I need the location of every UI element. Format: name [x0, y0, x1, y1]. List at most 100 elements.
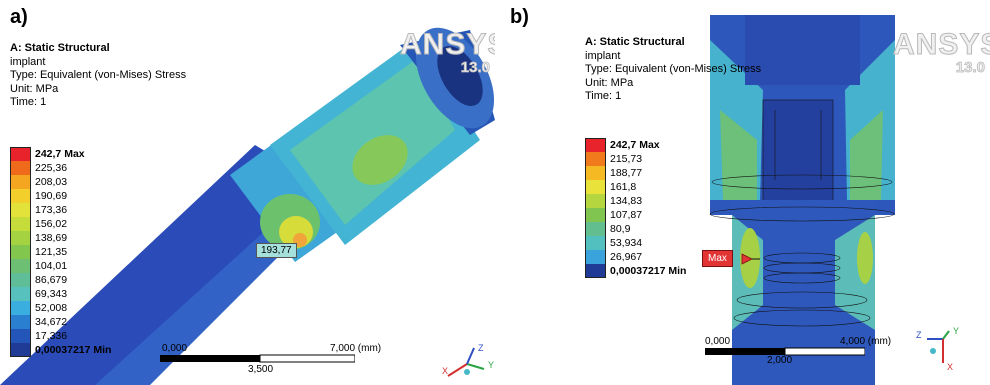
result-unit: Unit: MPa — [10, 82, 59, 95]
logo-version: 13.0 — [955, 59, 985, 76]
legend-swatch — [10, 245, 31, 259]
result-type: Type: Equivalent (von-Mises) Stress — [585, 63, 762, 75]
panel-b: b) A: Static Structural implant Type: Eq… — [495, 0, 990, 385]
panel-a: a) A: Static Structural implant Type: Eq… — [0, 0, 496, 385]
legend-value: 225,36 — [35, 162, 68, 174]
legend-row: 0,00037217 Min — [585, 264, 686, 278]
legend-value: 104,01 — [35, 260, 68, 272]
result-time: Time: 1 — [10, 96, 47, 108]
ansys-logo: ANSYS 13.0 — [893, 28, 990, 76]
legend-value: 138,69 — [35, 232, 68, 244]
legend-swatch — [585, 152, 606, 166]
legend-value: 121,35 — [35, 246, 68, 258]
legend-row: 53,934 — [585, 236, 642, 250]
legend-value: 17,336 — [35, 330, 68, 342]
implant-model-view-a[interactable] — [0, 0, 495, 385]
legend-row: 134,83 — [585, 194, 642, 208]
axis-triad[interactable] — [440, 342, 495, 382]
legend-row: 225,36 — [10, 161, 67, 175]
legend-row: 121,35 — [10, 245, 67, 259]
legend-swatch — [10, 217, 31, 231]
legend-value: 34,672 — [35, 316, 68, 328]
result-header: A: Static Structural implant Type: Equiv… — [585, 36, 761, 104]
scale-bar — [705, 347, 865, 356]
legend-swatch — [10, 161, 31, 175]
legend-value: 80,9 — [610, 223, 631, 235]
legend-row: 242,7 Max — [585, 138, 660, 152]
legend-value: 161,8 — [610, 181, 637, 193]
left-green-region — [720, 110, 757, 200]
scale-start-label: 0,000 — [162, 343, 188, 354]
legend-row: 107,87 — [585, 208, 642, 222]
legend-row: 190,69 — [10, 189, 67, 203]
implant-model-view-b[interactable] — [495, 0, 990, 385]
max-marker-arrow — [741, 253, 760, 265]
legend-row: 188,77 — [585, 166, 642, 180]
result-type: Type: Equivalent (von-Mises) Stress — [10, 69, 187, 81]
triad-z-label: Z — [916, 330, 922, 340]
scale-start-label: 0,000 — [705, 336, 731, 347]
result-time: Time: 1 — [585, 90, 622, 102]
right-green-region — [850, 110, 883, 200]
legend-swatch — [585, 250, 606, 264]
scale-ruler: 0,000 7,000 (mm) 3,500 — [160, 343, 381, 375]
legend-swatch — [585, 180, 606, 194]
legend-value: 215,73 — [610, 153, 643, 165]
scale-ruler: 0,000 4,000 (mm) 2,000 — [705, 336, 900, 368]
legend-row: 52,008 — [10, 301, 67, 315]
legend-swatch — [10, 147, 31, 161]
scale-mid-label: 3,500 — [248, 364, 274, 375]
logo-brand: ANSYS — [400, 28, 496, 61]
legend-row: 26,967 — [585, 250, 642, 264]
model-name: implant — [585, 49, 621, 62]
ansys-logo: ANSYS 13.0 — [400, 28, 496, 76]
legend-swatch — [10, 329, 31, 343]
axis-triad[interactable] — [913, 325, 963, 375]
legend-row: 0,00037217 Min — [10, 343, 111, 357]
legend-row: 17,336 — [10, 329, 67, 343]
upper-cap — [745, 15, 860, 85]
legend-value: 190,69 — [35, 190, 68, 202]
legend-value: 242,7 Max — [35, 148, 85, 160]
legend-swatch — [10, 203, 31, 217]
legend-value: 53,934 — [610, 237, 643, 249]
legend-value: 107,87 — [610, 209, 643, 221]
legend-swatch — [585, 208, 606, 222]
upper-green-band — [352, 135, 408, 185]
analysis-title: A: Static Structural — [10, 42, 110, 54]
legend-swatch — [10, 287, 31, 301]
legend-value: 0,00037217 Min — [610, 265, 687, 277]
legend-value: 156,02 — [35, 218, 68, 230]
logo-brand: ANSYS — [893, 28, 990, 61]
legend-row: 69,343 — [10, 287, 67, 301]
legend-row: 215,73 — [585, 152, 642, 166]
legend-value: 52,008 — [35, 302, 68, 314]
legend-swatch — [10, 301, 31, 315]
probe-label[interactable]: 193,77 — [256, 243, 297, 258]
head-bore — [437, 46, 483, 106]
legend-swatch — [585, 236, 606, 250]
logo-version: 13.0 — [460, 59, 490, 76]
legend-swatch — [10, 231, 31, 245]
legend-swatch — [10, 259, 31, 273]
legend-row: 80,9 — [585, 222, 630, 236]
legend-value: 26,967 — [610, 251, 643, 263]
panel-label: a) — [10, 6, 28, 28]
model-name: implant — [10, 55, 46, 68]
legend-swatch — [585, 264, 606, 278]
legend-swatch — [10, 273, 31, 287]
scale-mid-label: 2,000 — [767, 355, 793, 366]
triad-y-label: Y — [488, 360, 495, 370]
max-tag[interactable]: Max — [702, 250, 733, 267]
triad-x-label: X — [947, 362, 954, 372]
scale-end-label: 7,000 (mm) — [330, 343, 382, 354]
legend-swatch — [585, 166, 606, 180]
legend-row: 173,36 — [10, 203, 67, 217]
legend-value: 188,77 — [610, 167, 643, 179]
triad-z-label: Z — [478, 343, 484, 353]
legend-swatch — [585, 222, 606, 236]
scale-end-label: 4,000 (mm) — [840, 336, 892, 347]
legend-value: 242,7 Max — [610, 139, 660, 151]
legend-row: 242,7 Max — [10, 147, 85, 161]
legend-swatch — [10, 343, 31, 357]
